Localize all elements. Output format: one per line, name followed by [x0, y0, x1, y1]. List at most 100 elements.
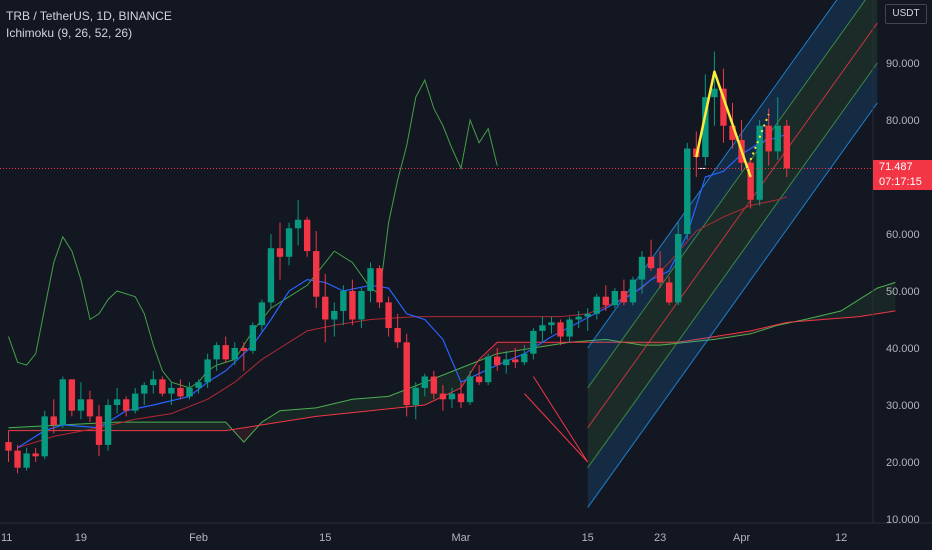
- currency-badge[interactable]: USDT: [885, 4, 927, 24]
- candle-body: [122, 399, 130, 411]
- candle: [113, 387, 121, 414]
- time-tick-label: 11: [1, 532, 12, 544]
- cloud-segment: [203, 422, 208, 431]
- cloud-segment: [832, 312, 837, 319]
- candle-body: [403, 342, 410, 405]
- price-tick-label: 50.000: [886, 286, 920, 298]
- cloud-segment: [519, 342, 525, 351]
- candle: [466, 370, 474, 405]
- candle: [177, 379, 184, 400]
- cloud-segment: [375, 397, 380, 411]
- candle: [566, 316, 573, 343]
- cloud-segment: [343, 400, 348, 414]
- candle-body: [503, 359, 510, 366]
- cloud-segment: [8, 427, 13, 431]
- candle: [168, 382, 175, 405]
- candle: [186, 382, 193, 400]
- time-tick-label: Feb: [189, 532, 208, 544]
- bar-countdown: 07:17:15: [879, 175, 922, 188]
- candle-body: [729, 125, 736, 140]
- time-tick-label: 19: [75, 532, 87, 544]
- cloud-segment: [166, 422, 172, 431]
- candle: [349, 279, 356, 326]
- candle-body: [756, 125, 763, 200]
- cloud-segment: [470, 362, 475, 374]
- candle: [575, 310, 582, 329]
- cloud-segment: [329, 403, 335, 415]
- cloud-segment: [420, 382, 425, 406]
- channel-inner-bottom-line: [587, 62, 878, 468]
- cloud-segment: [207, 422, 213, 431]
- candle: [240, 342, 247, 371]
- candle-body: [466, 376, 474, 403]
- candle: [647, 239, 655, 272]
- candle: [602, 285, 609, 311]
- candle: [711, 51, 718, 126]
- cloud-segment: [542, 342, 547, 347]
- cloud-segment: [320, 405, 326, 416]
- cloud-segment: [212, 422, 217, 431]
- candle-body: [684, 148, 691, 234]
- cloud-segment: [465, 364, 471, 381]
- candle-body: [430, 376, 438, 394]
- cloud-segment: [80, 423, 86, 431]
- candle: [638, 251, 646, 294]
- candle: [195, 379, 202, 394]
- candle: [68, 379, 76, 417]
- cloud-segment: [877, 286, 882, 314]
- candle: [629, 276, 637, 306]
- candle: [539, 316, 546, 343]
- candle-body: [141, 385, 148, 394]
- candle-body: [521, 353, 528, 363]
- cloud-segment: [180, 422, 185, 431]
- candle-body: [222, 345, 229, 360]
- candle: [439, 385, 447, 411]
- candle-body: [68, 379, 76, 411]
- cloud-segment: [506, 342, 511, 353]
- cloud-segment: [854, 299, 860, 317]
- candle: [394, 313, 401, 348]
- cloud-segment: [863, 293, 869, 316]
- candle-body: [512, 359, 519, 363]
- candle: [747, 159, 754, 209]
- candle: [303, 216, 311, 257]
- candle-body: [331, 310, 338, 320]
- cloud-segment: [361, 398, 366, 412]
- cloud-segment: [655, 342, 661, 346]
- candle-body: [285, 228, 293, 257]
- candle-body: [394, 328, 401, 343]
- time-tick-label: 23: [654, 532, 666, 544]
- current-price-value: 71.487: [879, 160, 913, 173]
- candle: [340, 285, 347, 326]
- time-axis[interactable]: 11 19 Feb 15 Mar 15 23 Apr 12: [1, 532, 847, 544]
- candle: [548, 316, 555, 334]
- cloud-segment: [488, 346, 493, 358]
- candle: [448, 387, 456, 408]
- candle-body: [358, 291, 365, 320]
- candle: [104, 399, 112, 451]
- cloud-segment: [393, 392, 398, 409]
- chart-legend: TRB / TetherUS, 1D, BINANCE Ichimoku (9,…: [6, 8, 172, 42]
- cloud-segment: [298, 408, 303, 420]
- symbol-title[interactable]: TRB / TetherUS, 1D, BINANCE: [6, 9, 172, 23]
- cloud-segment: [850, 302, 855, 318]
- candle-body: [86, 399, 94, 417]
- cloud-segment: [239, 427, 244, 443]
- cloud-segment: [175, 422, 181, 431]
- candle: [421, 373, 428, 397]
- indicator-title[interactable]: Ichimoku (9, 26, 52, 26): [6, 26, 133, 40]
- cloud-segment: [651, 342, 656, 346]
- candle: [213, 342, 220, 371]
- cloud-segment: [148, 422, 154, 431]
- cloud-segment: [194, 422, 199, 431]
- candle-body: [204, 359, 211, 383]
- candle-body: [150, 379, 157, 386]
- cloud-segment: [130, 422, 136, 431]
- cloud-segment: [397, 391, 403, 408]
- cloud-segment: [189, 422, 194, 431]
- cloud-segment: [17, 427, 23, 431]
- cloud-segment: [26, 426, 32, 431]
- cloud-segment: [510, 342, 516, 352]
- cloud-segment: [162, 422, 167, 431]
